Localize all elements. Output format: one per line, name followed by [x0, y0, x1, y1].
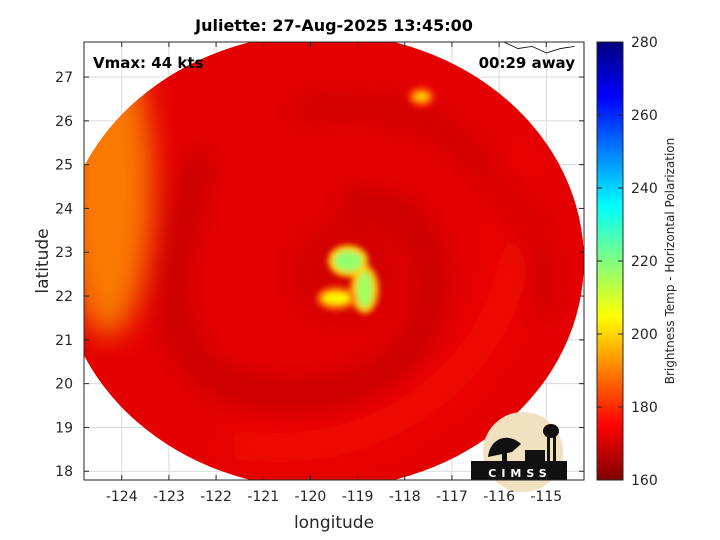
- y-tick-label: 18: [55, 464, 73, 480]
- y-tick-label: 22: [55, 289, 73, 305]
- chart-title: Juliette: 27-Aug-2025 13:45:00: [194, 16, 473, 35]
- colorbar-tick-label: 180: [631, 400, 658, 416]
- colorbar: 160 180 200 220 240 260 280 Brightness Temp - …: [596, 35, 677, 489]
- y-tick-label: 24: [55, 201, 73, 217]
- x-tick-label: -117: [436, 489, 468, 505]
- plot-frame: [83, 41, 585, 481]
- x-tick-label: -115: [530, 489, 562, 505]
- x-tick-label: -118: [389, 489, 421, 505]
- logo-dish-stand: [502, 448, 507, 461]
- logo-dish: [488, 437, 521, 457]
- logo-building: [525, 450, 545, 461]
- logo-tower-leg: [547, 436, 550, 461]
- x-axis-label: longitude: [294, 513, 374, 533]
- y-tick-label: 21: [55, 333, 73, 349]
- convective-cell-east: [356, 271, 373, 308]
- y-tick-label: 19: [55, 420, 73, 436]
- x-tick-label: -123: [153, 489, 185, 505]
- colorbar-tick-label: 280: [631, 35, 658, 51]
- y-tick-label: 27: [55, 70, 73, 86]
- x-tick-label: -121: [247, 489, 279, 505]
- convective-cell-northeast: [414, 92, 429, 101]
- x-tick-label: -122: [200, 489, 232, 505]
- colorbar-tick-label: 200: [631, 327, 658, 343]
- colorbar-tick-label: 220: [631, 254, 658, 270]
- y-axis-label: latitude: [33, 228, 53, 293]
- colorbar-ticks: 160 180 200 220 240 260 280: [597, 35, 658, 489]
- colorbar-tick-label: 240: [631, 181, 658, 197]
- logo-ground: [471, 461, 567, 480]
- coastline-segment: [503, 42, 575, 54]
- colorbar-tick-label: 260: [631, 108, 658, 124]
- time-away-annotation: 00:29 away: [479, 54, 576, 72]
- y-tick-label: 20: [55, 377, 73, 393]
- convective-cell-south: [322, 292, 351, 305]
- y-tick-label: 25: [55, 158, 73, 174]
- x-tick-label: -120: [295, 489, 327, 505]
- spiral-bands: [159, 93, 557, 463]
- colorbar-tick-label: 160: [631, 473, 658, 489]
- coastline: [503, 42, 575, 54]
- y-tick-label: 23: [55, 245, 73, 261]
- spiral-band-dark: [159, 149, 447, 409]
- cimss-logo: CIMSS: [471, 412, 567, 492]
- x-tick-label: -124: [106, 489, 138, 505]
- y-tick-label: 26: [55, 114, 73, 130]
- x-tick-label: -119: [342, 489, 374, 505]
- vmax-annotation: Vmax: 44 kts: [93, 54, 203, 72]
- logo-text: CIMSS: [488, 467, 551, 480]
- spiral-band-outer: [289, 93, 557, 316]
- logo-tower-tank: [543, 424, 559, 438]
- logo-tower-leg-2: [553, 436, 556, 461]
- x-tick-label: -116: [483, 489, 515, 505]
- colorbar-label: Brightness Temp - Horizontal Polarizatio…: [663, 138, 677, 385]
- convective-cell-north: [334, 251, 363, 271]
- convective-features: [316, 86, 435, 314]
- x-axis-ticks: -124 -123 -122 -121 -120 -119 -118 -117 -116 -115: [106, 42, 562, 505]
- y-axis-ticks: 18 19 20 21 22 23 24 25 26 27: [55, 70, 584, 480]
- plot-area: CIMSS Vmax: 44 kts 00:29 away: [83, 41, 585, 492]
- microwave-swath: [84, 42, 584, 480]
